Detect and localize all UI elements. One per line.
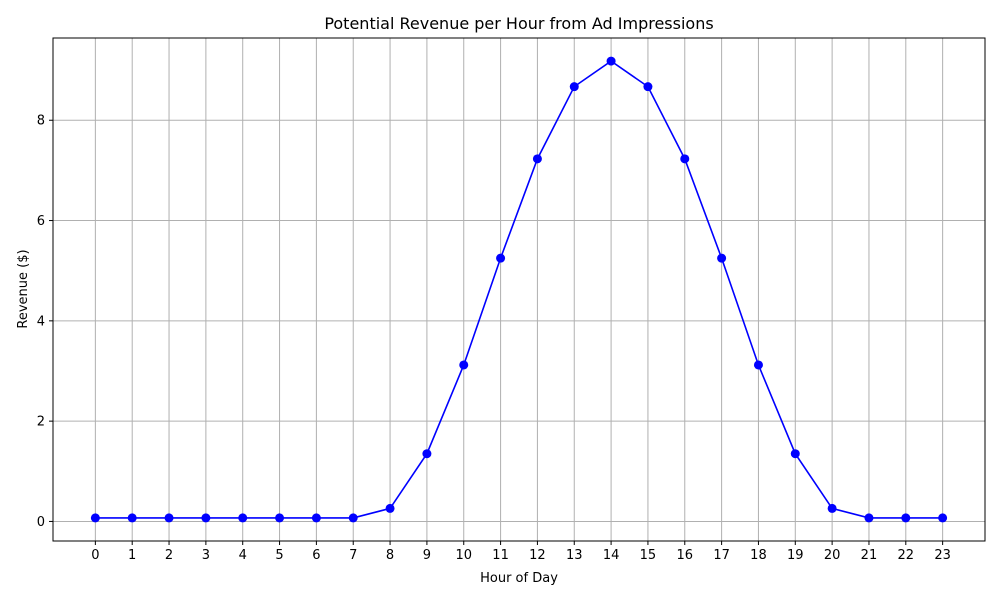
x-tick-label: 22 [898, 548, 915, 563]
data-point [717, 253, 727, 263]
x-tick-label: 8 [386, 548, 394, 563]
data-point [164, 513, 174, 523]
series-layer [90, 56, 948, 523]
x-tick-label: 14 [603, 548, 620, 563]
x-tick-label: 16 [676, 548, 693, 563]
x-tick-label: 19 [787, 548, 804, 563]
chart-title: Potential Revenue per Hour from Ad Impre… [324, 14, 713, 33]
data-point [753, 360, 763, 370]
x-tick-label: 3 [202, 548, 210, 563]
x-tick-label: 12 [529, 548, 546, 563]
data-point [459, 360, 469, 370]
data-point [238, 513, 248, 523]
data-point [90, 513, 100, 523]
plot-frame [52, 37, 986, 542]
x-tick-label: 21 [861, 548, 878, 563]
data-point [827, 503, 837, 513]
x-tick-label: 18 [750, 548, 767, 563]
data-point [311, 513, 321, 523]
x-tick-label: 6 [312, 548, 320, 563]
x-tick-label: 7 [349, 548, 357, 563]
data-point [569, 82, 579, 92]
y-axis-label: Revenue ($) [16, 249, 31, 328]
x-tick-label: 15 [640, 548, 657, 563]
y-tick-label: 8 [37, 114, 45, 129]
x-tick-label: 5 [275, 548, 283, 563]
data-point [532, 154, 542, 164]
x-tick-label: 20 [824, 548, 841, 563]
data-point [127, 513, 137, 523]
data-point [496, 253, 506, 263]
x-tick-label: 17 [713, 548, 730, 563]
series-line [95, 60, 943, 519]
ticks-layer: 0 1 2 3 4 5 6 7 8 9 10 11 12 13 14 15 16 17 18 19 20 21 22 2302… [37, 114, 951, 563]
data-point [901, 513, 911, 523]
x-tick-label: 1 [128, 548, 136, 563]
data-point [385, 503, 395, 513]
x-tick-label: 0 [91, 548, 99, 563]
x-tick-label: 11 [492, 548, 509, 563]
data-point [643, 82, 653, 92]
data-point [680, 154, 690, 164]
data-point [864, 513, 874, 523]
data-point [422, 449, 432, 459]
x-tick-label: 4 [239, 548, 247, 563]
x-tick-label: 2 [165, 548, 173, 563]
x-tick-label: 10 [455, 548, 472, 563]
y-tick-label: 4 [37, 314, 45, 329]
data-point [938, 513, 948, 523]
data-point [790, 449, 800, 459]
x-tick-label: 23 [934, 548, 951, 563]
data-point [606, 56, 616, 66]
x-tick-label: 9 [423, 548, 431, 563]
y-tick-label: 6 [37, 214, 45, 229]
x-axis-label: Hour of Day [480, 571, 558, 586]
x-tick-label: 13 [566, 548, 583, 563]
y-tick-label: 2 [37, 415, 45, 430]
data-point [348, 513, 358, 523]
data-point [201, 513, 211, 523]
y-tick-label: 0 [37, 515, 45, 530]
data-point [275, 513, 285, 523]
grid-lines [53, 38, 985, 541]
